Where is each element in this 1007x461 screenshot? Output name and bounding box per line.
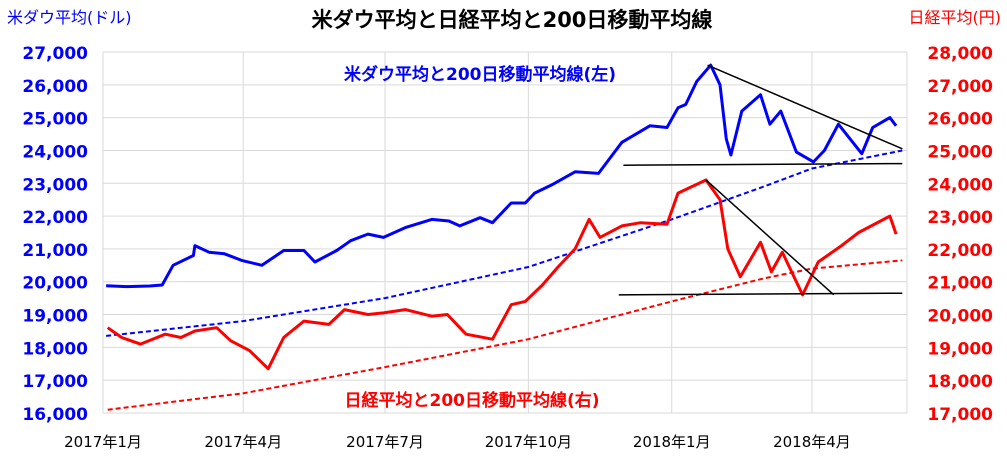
left-tick-label: 23,000 [22,175,88,195]
right-tick-label: 26,000 [927,110,993,130]
right-tick-label: 21,000 [927,274,993,294]
left-tick-label: 27,000 [22,44,88,64]
x-tick-label: 2017年4月 [204,433,282,451]
right-tick-label: 28,000 [927,44,993,64]
right-tick-label: 24,000 [927,175,993,195]
trend-line [623,162,903,166]
left-tick-label: 17,000 [22,372,88,392]
x-axis: 2017年1月 2017年4月 2017年7月 2017年10月 2018年1月 2018… [64,433,851,451]
trend-line [618,292,903,296]
x-tick-label: 2017年10月 [485,433,572,451]
trend-line [705,179,835,296]
x-tick-label: 2018年1月 [633,433,711,451]
annotation-layer [618,64,903,296]
right-axis: 17,000 18,000 19,000 20,000 21,000 22,000 23,0… [927,44,993,425]
right-tick-label: 22,000 [927,241,993,261]
plot-grid [102,51,908,414]
right-tick-label: 19,000 [927,339,993,359]
right-tick-label: 25,000 [927,142,993,162]
right-tick-label: 20,000 [927,307,993,327]
dow-200day-ma-line [105,149,903,337]
left-tick-label: 26,000 [22,77,88,97]
left-tick-label: 24,000 [22,142,88,162]
right-tick-label: 27,000 [927,77,993,97]
nikkei-series-label: 日経平均と200日移動平均線(右) [344,390,599,411]
left-axis: 16,000 17,000 18,000 19,000 20,000 21,000 22,0… [22,44,88,425]
left-tick-label: 22,000 [22,208,88,228]
right-tick-label: 18,000 [927,372,993,392]
left-axis-unit-label: 米ダウ平均(ドル) [7,8,132,27]
left-tick-label: 25,000 [22,110,88,130]
left-tick-label: 21,000 [22,241,88,261]
right-tick-label: 23,000 [927,208,993,228]
nikkei-200day-ma-line [107,259,903,411]
x-tick-label: 2017年7月 [346,433,424,451]
nikkei-price-line [106,178,898,371]
x-tick-label: 2018年4月 [773,433,851,451]
trend-line [707,64,903,150]
x-tick-label: 2017年1月 [64,433,142,451]
left-tick-label: 20,000 [22,274,88,294]
chart-title: 米ダウ平均と日経平均と200日移動平均線 [312,8,713,32]
dow-series-label: 米ダウ平均と200日移動平均線(左) [344,64,616,85]
plot-area [105,63,903,411]
right-tick-label: 17,000 [927,405,993,425]
right-axis-unit-label: 日経平均(円) [909,8,1002,27]
left-tick-label: 16,000 [22,405,88,425]
left-tick-label: 18,000 [22,339,88,359]
dow-price-line [106,63,898,289]
left-tick-label: 19,000 [22,307,88,327]
